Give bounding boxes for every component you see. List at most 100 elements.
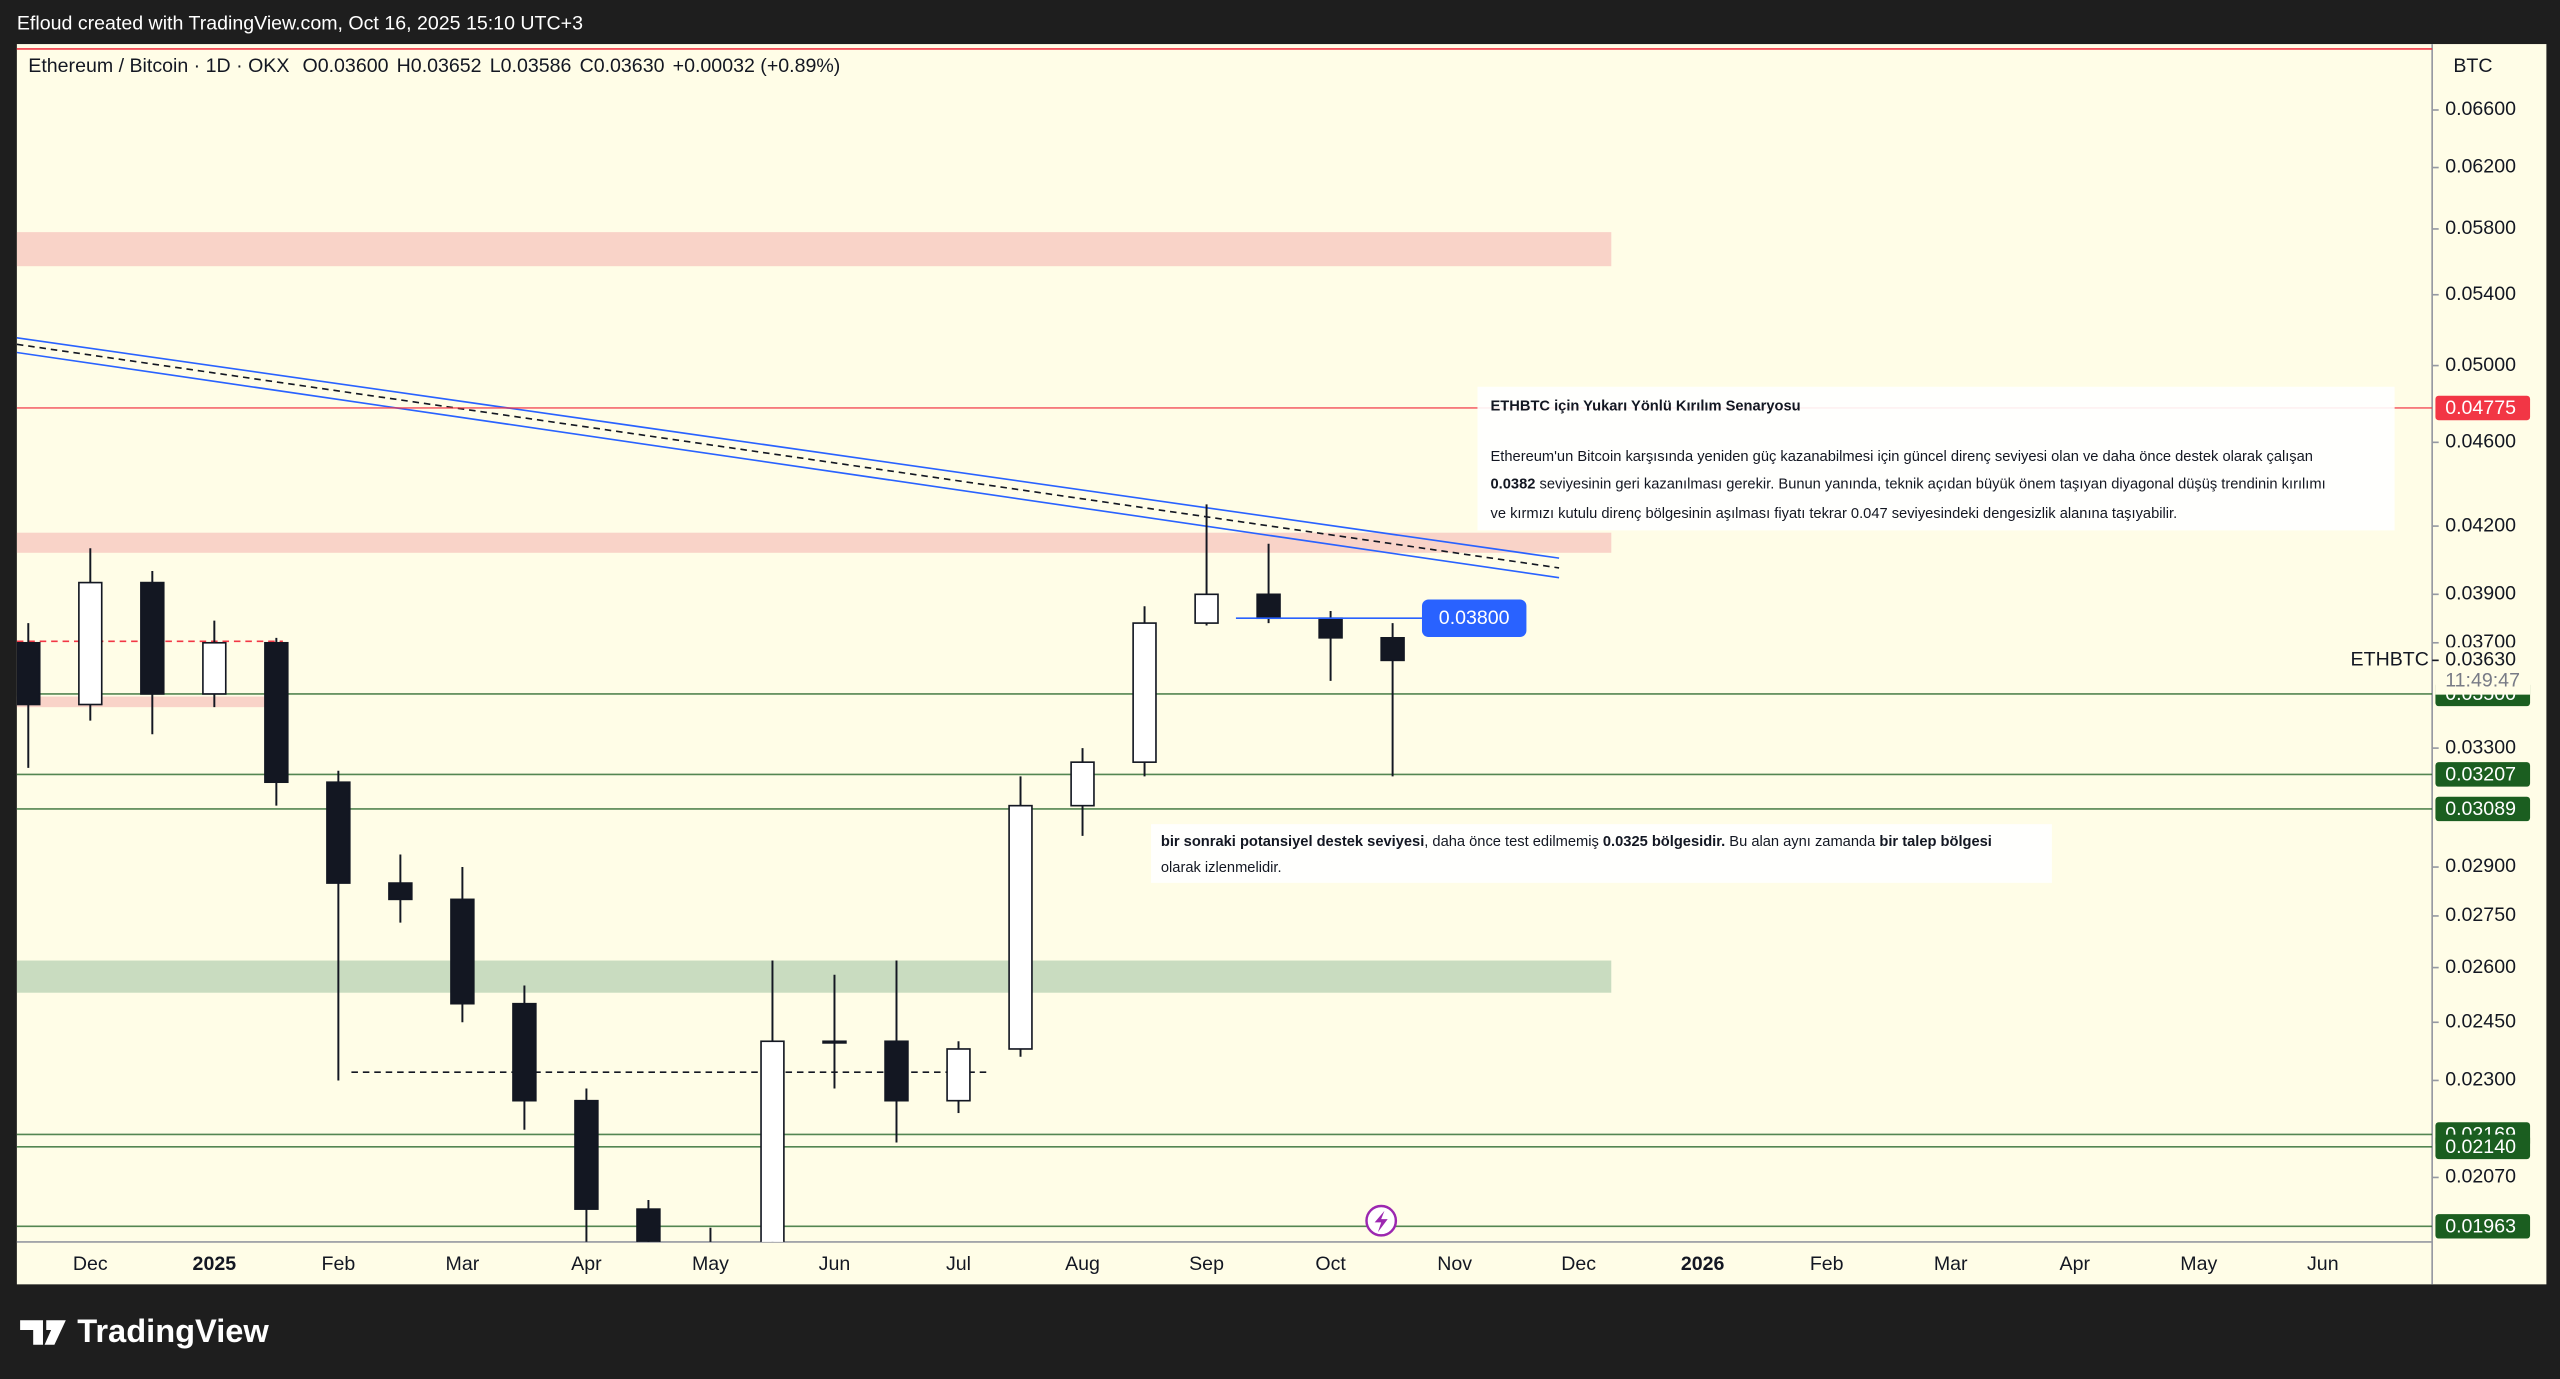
x-tick-label: 2025 <box>193 1253 237 1275</box>
trend-line <box>16 337 1560 559</box>
candle-body <box>140 581 165 695</box>
annotation-text: seviyesinin geri kazanılması gerekir. Bu… <box>1535 477 2325 493</box>
y-tick-label: 0.02900 <box>2445 855 2516 877</box>
last-price-bg <box>2435 647 2531 695</box>
zone <box>16 532 1612 553</box>
annotation-text: Ethereum'un Bitcoin karşısında yeniden g… <box>1491 449 2313 465</box>
y-tick-label: 0.05400 <box>2445 283 2516 305</box>
y-tick-label: 0.03300 <box>2445 736 2516 758</box>
last-price-label: 0.03630 <box>2445 649 2516 671</box>
level-label: 0.03089 <box>2445 798 2516 820</box>
candle-body <box>450 898 475 1005</box>
level-label-bg <box>2435 1214 2531 1239</box>
level-label: 0.03207 <box>2445 763 2516 785</box>
event-bolt <box>1374 1210 1388 1233</box>
candle-body <box>1194 593 1219 624</box>
candle-body <box>1132 622 1157 763</box>
level-label: 0.04775 <box>2445 397 2516 419</box>
plot <box>16 407 2433 1242</box>
legend-symbol: Ethereum / Bitcoin · 1D · OKX <box>28 55 289 77</box>
candle-body <box>1380 636 1405 662</box>
zones <box>16 232 1612 993</box>
annotation-line: bir sonraki potansiyel destek seviyesi, … <box>1161 834 1992 850</box>
x-tick-label: Mar <box>1934 1253 1968 1275</box>
legend-change: +0.00032 (+0.89%) <box>673 55 841 77</box>
candle-body <box>388 882 413 901</box>
y-tick-label: 0.05800 <box>2445 217 2516 239</box>
x-tick-label: Oct <box>1315 1253 1346 1275</box>
logo <box>20 1320 66 1345</box>
candle-body <box>16 641 41 706</box>
y-tick-label: 0.06200 <box>2445 156 2516 178</box>
candle-body <box>202 641 227 695</box>
chart-background <box>16 44 2547 1285</box>
trend-line <box>16 351 1560 579</box>
y-tick-label: 0.03900 <box>2445 582 2516 604</box>
x-tick-label: Jun <box>2307 1253 2339 1275</box>
x-tick-label: May <box>2180 1253 2217 1275</box>
candle-body <box>822 1040 847 1044</box>
y-tick-label: 0.02450 <box>2445 1010 2516 1032</box>
drawings <box>16 337 1560 1074</box>
level-label-bg <box>2435 762 2531 787</box>
x-tick-label: Apr <box>2060 1253 2091 1275</box>
annotation-box <box>1151 824 2052 883</box>
x-tick-label: Jun <box>819 1253 851 1275</box>
time-axis: Dec 2025 Feb Mar Apr May Jun Jul Aug Sep Oct Nov Dec… <box>73 1253 2339 1275</box>
overlay: 0.06600 0.06200 0.05800 0.05400 0.05000 0.046… <box>1151 98 2531 1239</box>
annotation-line: 0.0382 seviyesinin geri kazanılması gere… <box>1491 477 2326 493</box>
annotation-text: 0.0325 bölgesidir. <box>1603 834 1725 850</box>
x-tick-label: Jul <box>946 1253 971 1275</box>
x-tick-label: Feb <box>1810 1253 1844 1275</box>
y-tick-label: 0.06600 <box>2445 98 2516 120</box>
legend-value: 0.03652 <box>411 55 482 77</box>
x-tick-label: Dec <box>73 1253 108 1275</box>
x-tick-label: Apr <box>571 1253 602 1275</box>
annotation-text: , daha önce test edilmemiş <box>1424 834 1603 850</box>
candle-body <box>760 1040 785 1242</box>
legend-key: H <box>397 55 411 77</box>
candle-body <box>326 781 351 884</box>
x-tick-label: Nov <box>1437 1253 1472 1275</box>
candle-body <box>1070 761 1095 807</box>
x-tick-label: May <box>692 1253 729 1275</box>
annotation-text: bir sonraki potansiyel destek seviyesi <box>1161 834 1424 850</box>
legend-value: 0.03586 <box>501 55 572 77</box>
zone <box>16 960 1612 993</box>
candle-body <box>574 1099 599 1210</box>
caption: Efloud created with TradingView.com, Oct… <box>17 13 583 35</box>
legend: Ethereum / Bitcoin · 1D · OKX O0.03600 H0.… <box>28 55 840 77</box>
legend-value: 0.03600 <box>318 55 389 77</box>
annotation-text: olarak izlenmelidir. <box>1161 860 1282 876</box>
y-tick-label: 0.04600 <box>2445 431 2516 453</box>
y-tick-label: 0.02300 <box>2445 1069 2516 1091</box>
legend-key: O <box>302 55 317 77</box>
price-unit: BTC <box>2453 55 2492 77</box>
annotation-text: Bu alan aynı zamanda <box>1725 834 1879 850</box>
x-tick-label: Aug <box>1065 1253 1100 1275</box>
candle-body <box>946 1048 971 1102</box>
candle-body <box>636 1208 661 1242</box>
annotation-text: 0.0382 <box>1491 477 1536 493</box>
legend-key: C <box>580 55 594 77</box>
series-name: ETHBTC <box>2351 649 2429 671</box>
level-label: 0.02140 <box>2445 1136 2516 1158</box>
brand: TradingView <box>77 1312 269 1349</box>
x-tick-label: Sep <box>1189 1253 1224 1275</box>
x-tick-label: Feb <box>321 1253 355 1275</box>
legend-key: L <box>490 55 501 77</box>
marker-label: 0.03800 <box>1439 607 1510 629</box>
y-tick-label: 0.02750 <box>2445 904 2516 926</box>
annotation-line: olarak izlenmelidir. <box>1161 860 1282 876</box>
annotation-box <box>1477 386 2395 531</box>
candle-body <box>78 581 103 706</box>
marker-badge <box>1421 599 1527 637</box>
level-label-bg <box>2435 1134 2531 1160</box>
annotation-text: bir talep bölgesi <box>1879 834 1992 850</box>
candle-body <box>1318 617 1343 639</box>
countdown: 11:49:47 <box>2445 670 2520 692</box>
y-tick-label: 0.05000 <box>2445 354 2516 376</box>
annotation-line: ve kırmızı kutulu direnç bölgesinin aşıl… <box>1491 506 2178 522</box>
